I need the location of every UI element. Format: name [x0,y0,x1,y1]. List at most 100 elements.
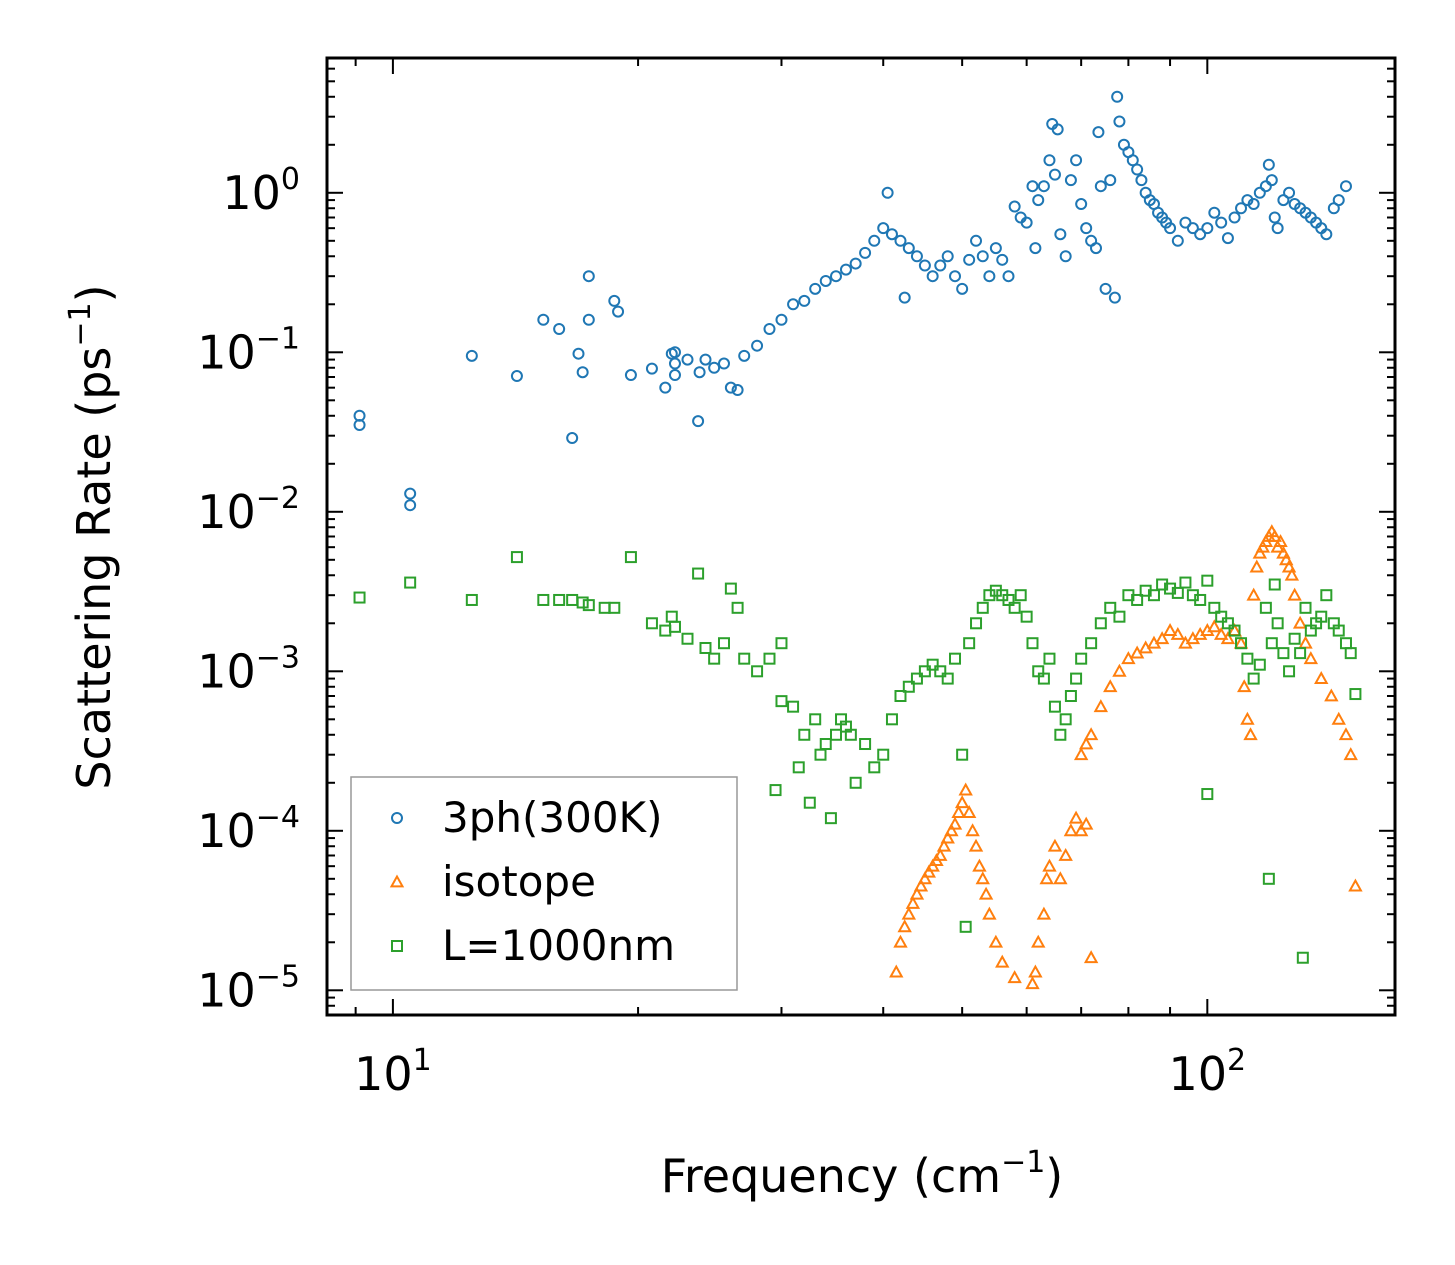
series-L=1000nm [353,551,1362,964]
data-point [901,906,917,920]
data-point [1249,559,1264,573]
data-point [1228,624,1241,637]
data-point [1043,154,1056,167]
y-tick-label: 10−2 [197,481,300,539]
data-point [1179,576,1192,589]
data-point [553,322,566,335]
data-point [608,294,621,307]
data-point [1186,222,1199,235]
data-point [1262,872,1275,885]
data-point [717,357,730,370]
data-point [1194,228,1207,241]
data-point [926,658,939,671]
data-point [1252,545,1268,559]
data-point [1303,651,1319,665]
data-point [934,259,947,272]
data-point [1171,234,1184,247]
data-point [624,369,637,382]
data-point [1284,567,1300,581]
data-point [1271,617,1284,630]
data-point [1020,610,1033,623]
legend-entry: L=1000nm [391,921,675,970]
data-point [988,934,1004,948]
data-point [510,370,523,383]
data-point [751,339,764,352]
data-point [1228,211,1241,224]
data-point [940,830,955,844]
data-point [1037,672,1050,685]
data-point [877,748,890,761]
data-point [353,419,366,432]
data-points [353,90,1363,990]
data-point [989,242,1002,255]
data-point [1294,647,1307,660]
data-point [465,349,478,362]
data-point [1332,624,1345,637]
data-point [1073,823,1089,837]
data-point [1277,647,1290,660]
data-point [803,796,816,809]
data-point [553,593,566,606]
data-point [763,652,776,665]
data-point [692,415,705,428]
data-point [1108,291,1121,304]
data-point [537,593,550,606]
data-point [566,432,579,445]
data-point [1171,586,1184,599]
data-point [1075,198,1088,211]
data-point [1243,727,1258,741]
data-point [978,886,994,900]
data-point [1331,711,1346,725]
data-point [624,551,637,564]
data-point [1259,601,1272,614]
series-3ph(300K) [353,90,1352,512]
data-point [1208,206,1221,219]
data-point [1201,222,1214,235]
data-point [921,864,936,878]
data-point [982,906,997,920]
data-point [1031,934,1046,948]
data-point [1237,679,1252,693]
data-point [894,690,907,702]
data-point [1078,736,1094,750]
data-point [1170,626,1186,640]
x-tick-label: 101 [354,1043,432,1101]
data-point [949,652,962,665]
y-tick-label: 10−5 [197,959,300,1017]
data-point [1048,700,1061,713]
data-point [1053,871,1068,885]
data-point [1247,198,1260,211]
axis-ticks [327,57,1395,1016]
data-point [1207,619,1222,633]
x-axis-label: Frequency (cm−1) [661,1145,1064,1203]
data-point [404,576,417,589]
data-point [582,270,595,283]
data-point [763,322,776,335]
data-point [1104,174,1117,187]
data-point [572,347,585,360]
data-point [1277,194,1290,207]
data-point [1287,587,1302,601]
data-point [1131,163,1144,176]
data-point [1112,663,1127,677]
data-point [1051,123,1064,136]
data-point [1262,158,1275,171]
data-point [699,353,712,366]
data-point [933,847,948,861]
data-point [970,234,983,247]
data-point [798,728,811,741]
data-point [1215,216,1228,229]
data-point [963,253,976,266]
data-point [1339,180,1352,193]
data-point [717,637,730,650]
data-point [1007,970,1022,984]
data-point [917,871,933,885]
data-point [963,637,976,650]
data-point [1002,270,1015,283]
data-point [1054,228,1067,241]
data-point [1064,690,1077,702]
data-point [958,782,973,796]
data-point [1296,951,1309,964]
y-tick-label: 10−1 [197,321,300,379]
data-point [708,361,721,374]
